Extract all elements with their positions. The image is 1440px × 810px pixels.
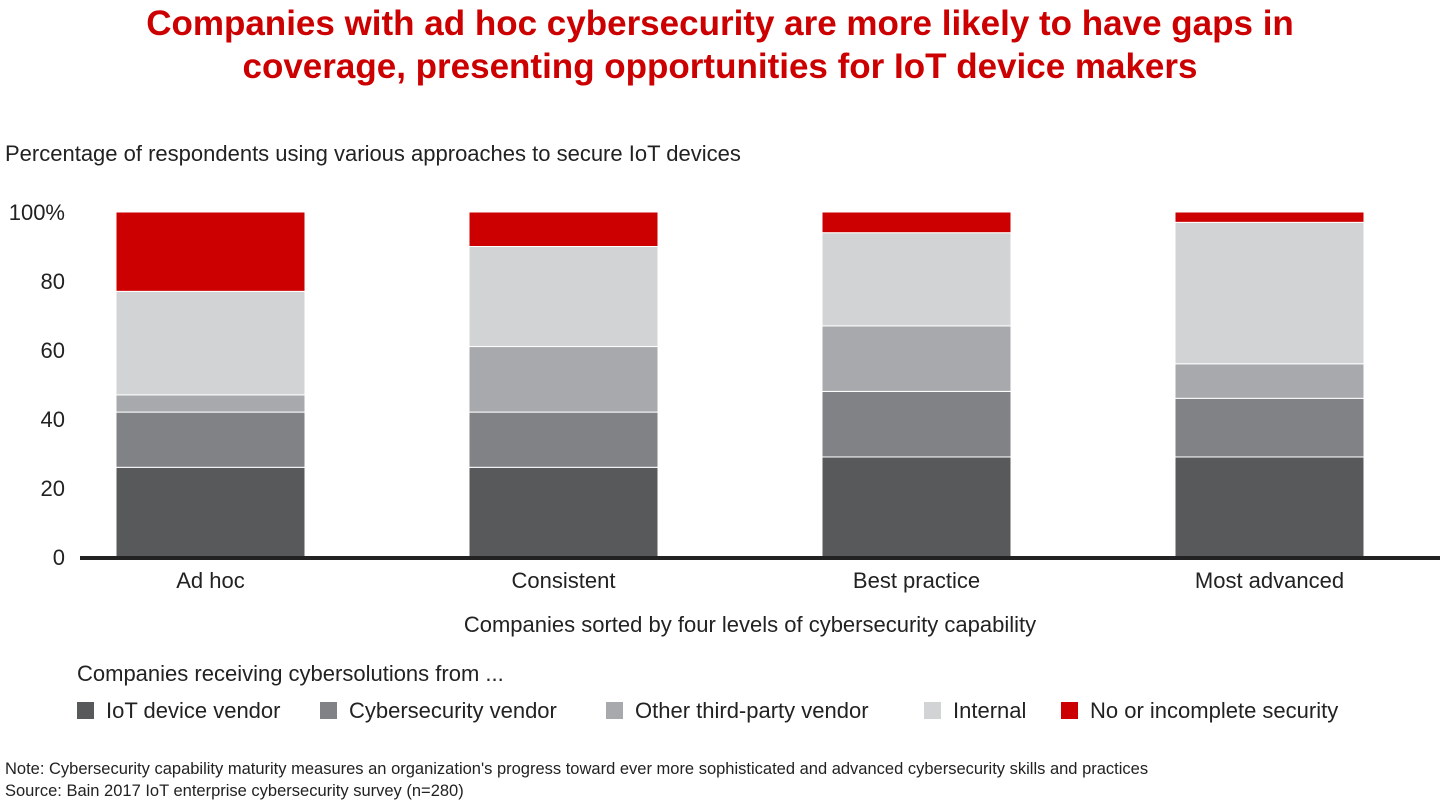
bar-segment-3 [468,246,659,348]
legend-swatch-3 [924,702,941,719]
y-tick-label: 20 [41,476,65,501]
bar-segment-3 [115,290,306,396]
y-tick-label: 40 [41,407,65,432]
bar-segment-4 [468,211,659,247]
y-tick-label: 100% [9,200,65,225]
source-text: Source: Bain 2017 IoT enterprise cyberse… [5,782,464,800]
bar-segment-0 [115,466,306,558]
bar-segment-1 [1174,397,1365,458]
y-tick-label: 60 [41,338,65,363]
legend-title: Companies receiving cybersolutions from … [77,661,504,686]
bar-segment-0 [1174,456,1365,558]
legend-label-3: Internal [953,698,1026,723]
title-line-2: coverage, presenting opportunities for I… [242,47,1198,86]
title-line-1: Companies with ad hoc cybersecurity are … [146,4,1294,43]
legend-label-4: No or incomplete security [1090,698,1338,723]
legend-label-2: Other third-party vendor [635,698,869,723]
bar-segment-4 [821,211,1012,234]
bar-segment-2 [821,325,1012,392]
bar-segment-1 [821,390,1012,458]
bar-segment-0 [468,466,659,558]
legend-label-1: Cybersecurity vendor [349,698,557,723]
bar-segment-1 [115,411,306,468]
bar-segment-4 [115,211,306,292]
bar-segment-1 [468,411,659,468]
legend-swatch-4 [1061,702,1078,719]
x-tick-label: Ad hoc [176,568,245,593]
legend-swatch-1 [320,702,337,719]
bar-segment-3 [821,232,1012,327]
legend-swatch-2 [606,702,623,719]
legend-label-0: IoT device vendor [106,698,280,723]
chart-title: Companies with ad hoc cybersecurity are … [0,2,1440,88]
bar-segment-3 [1174,221,1365,365]
bar-segment-2 [115,394,306,413]
legend-swatch-0 [77,702,94,719]
bar-segment-2 [1174,363,1365,399]
x-axis-label: Companies sorted by four levels of cyber… [464,612,1036,637]
y-tick-label: 80 [41,269,65,294]
x-tick-label: Most advanced [1195,568,1344,593]
note-text: Note: Cybersecurity capability maturity … [5,760,1149,778]
y-tick-label: 0 [53,545,65,570]
chart-subtitle: Percentage of respondents using various … [5,141,741,166]
bar-segment-4 [1174,211,1365,223]
bar-segment-2 [468,346,659,413]
x-tick-label: Best practice [853,568,980,593]
bar-segment-0 [821,456,1012,558]
x-tick-label: Consistent [512,568,616,593]
